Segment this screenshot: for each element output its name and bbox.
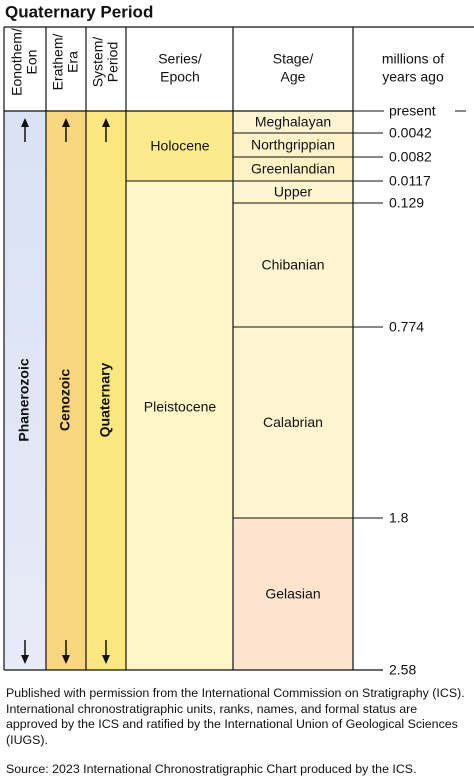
unit-label: Cenozoic (57, 369, 73, 431)
series-label: Pleistocene (144, 399, 217, 415)
stage-label: Chibanian (261, 257, 324, 273)
series-cell (126, 181, 233, 670)
stage-label: Meghalayan (255, 114, 331, 130)
header: Epoch (160, 69, 200, 85)
unit-label: Quaternary (97, 362, 113, 437)
stage-label: Upper (274, 184, 312, 200)
stage-cell (233, 203, 353, 327)
eon-cell (4, 111, 46, 670)
header: years ago (382, 69, 444, 85)
series-label: Holocene (150, 138, 209, 154)
stage-cell (233, 157, 353, 181)
stage-label: Calabrian (263, 414, 323, 430)
boundary-label: 0.129 (389, 195, 424, 211)
header: Age (281, 69, 306, 85)
header: Series/ (158, 51, 202, 67)
stage-label: Gelasian (265, 586, 320, 602)
boundary-label: present (389, 103, 436, 119)
arrow (102, 655, 110, 664)
header: Era (65, 51, 81, 73)
stage-cell (233, 133, 353, 157)
diagram: Quaternary Period Eonothem/Eon Erathem/Er… (3, 2, 474, 678)
boundary-label: 0.0117 (389, 173, 431, 189)
series-cell (126, 111, 233, 181)
boundary-label: 1.8 (389, 510, 409, 526)
stage-cell (233, 181, 353, 203)
boundary-label: 0.0042 (389, 125, 432, 141)
boundary-label: 0.774 (389, 319, 424, 335)
arrow (21, 118, 29, 127)
stage-label: Greenlandian (251, 161, 335, 177)
arrow (62, 655, 70, 664)
title: Quaternary Period (5, 2, 153, 21)
source: Source: 2023 International Chronostratig… (6, 762, 417, 776)
header: Period (105, 42, 121, 82)
header: Erathem/ (50, 33, 66, 90)
stage-label: Northgrippian (251, 137, 335, 153)
era-cell (46, 111, 86, 670)
header: System/ (90, 37, 106, 88)
stage-cell (233, 111, 353, 133)
boundary-label: 0.0082 (389, 149, 432, 165)
header: millions of (382, 51, 444, 67)
arrow (62, 118, 70, 127)
stage-cell (233, 518, 353, 670)
arrow (102, 118, 110, 127)
arrow (21, 655, 29, 664)
period-cell (86, 111, 126, 670)
note: Published with permission from the Inter… (6, 686, 465, 747)
header: Stage/ (273, 51, 314, 67)
stage-cell (233, 327, 353, 518)
boundary-label: 2.58 (389, 662, 416, 678)
header: Eonothem/ (9, 28, 25, 96)
header: Eon (24, 50, 40, 75)
unit-label: Phanerozoic (16, 358, 32, 441)
